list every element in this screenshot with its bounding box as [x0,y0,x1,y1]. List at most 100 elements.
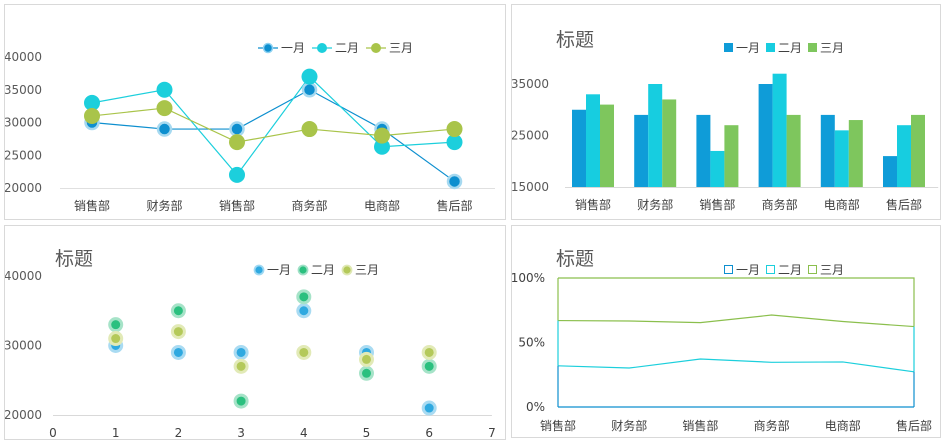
legend-label: 一月 [267,263,292,277]
y-tick-label: 40000 [5,269,42,283]
scatter-point [296,303,312,319]
bar [696,114,711,187]
x-tick-label: 销售部 [219,198,255,213]
legend-label: 二月 [778,41,803,55]
scatter-point [296,289,312,305]
bar [710,150,725,187]
x-tick-label: 财务部 [611,418,647,433]
legend-item-feb: 二月 [766,39,802,56]
legend-item-feb: 二月 [297,261,335,278]
bar [911,114,925,187]
bar [586,94,600,187]
legend-swatch-feb [766,264,776,274]
legend-swatch-feb [297,264,309,275]
data-point [229,134,245,151]
scatter-point [170,344,186,360]
legend-item-mar: 三月 [341,261,379,278]
legend-item-jan: 一月 [724,261,760,278]
legend-label: 一月 [736,41,761,55]
scatter-point [233,393,249,409]
scatter-point [359,351,374,367]
legend-item-mar: 三月 [808,39,844,56]
legend-label: 一月 [736,263,761,277]
percent-area-chart-title: 标题 [556,248,595,270]
y-tick-label: 40000 [5,50,42,64]
data-point [229,121,245,137]
x-tick-label: 销售部 [575,197,611,212]
legend-swatch-mar [808,264,818,274]
y-tick-label: 35000 [512,77,549,91]
legend-item-feb: 二月 [311,39,359,56]
data-point [84,94,100,111]
bar [897,125,911,187]
scatter-point [108,317,124,333]
legend-item-feb: 二月 [766,261,802,278]
area-boundary-jan-feb [557,358,915,373]
scatter-point [296,344,312,360]
bar [758,84,773,187]
scatter-point [233,344,249,360]
data-point [156,81,173,98]
x-tick-label: 售后部 [896,418,932,433]
x-tick-label: 6 [425,426,433,440]
bar [786,114,801,187]
y-tick-label: 20000 [5,408,42,422]
bar-chart-panel: 15000 25000 35000 销售部 财务部 销售部 商务部 电商部 售后部 标题 一月 … [511,4,941,220]
x-tick-label: 3 [237,426,245,440]
bar [848,120,863,187]
data-point [301,121,318,138]
percent-area-chart-legend: 一月 二月 三月 [724,261,850,278]
bar-chart-legend: 一月 二月 三月 [724,39,850,56]
y-tick-label: 15000 [512,180,549,194]
bar-chart-title: 标题 [556,29,595,51]
scatter-chart: 20000 30000 40000 0 1 2 3 4 5 6 7 [5,269,496,440]
y-tick-label: 25000 [5,148,42,162]
line-chart-panel: 20000 25000 30000 35000 40000 销售部 财务部 销售部 商务部 电商部… [4,4,506,220]
data-point [446,173,463,190]
line-chart: 20000 25000 30000 35000 40000 销售部 财务部 销售部 商务部 电商部… [5,50,495,213]
scatter-point [170,303,186,319]
line-chart-legend: 一月 二月 三月 [257,39,419,56]
data-point [301,68,318,85]
legend-swatch-jan [724,264,733,274]
scatter-point [233,358,249,374]
data-point [374,127,390,144]
legend-label: 三月 [355,263,380,277]
legend-swatch-feb [766,42,776,52]
legend-label: 一月 [281,41,306,55]
percent-area-chart-panel: 0% 50% 100% 销售部 财务部 销售部 商务部 电商部 售后部 标题 一月 二月 三月 [511,225,941,438]
x-tick-label: 财务部 [146,198,182,213]
x-tick-label: 销售部 [540,418,576,433]
scatter-chart-title: 标题 [55,248,94,270]
data-point [156,121,173,137]
bar [600,104,614,187]
legend-item-jan: 一月 [724,39,760,56]
x-tick-label: 5 [363,426,371,440]
percent-area-chart: 0% 50% 100% 销售部 财务部 销售部 商务部 电商部 售后部 [512,271,932,433]
legend-swatch-jan [724,42,733,52]
scatter-point [421,358,437,374]
bar [634,114,649,187]
legend-swatch-mar [808,42,818,52]
y-tick-label: 30000 [5,116,42,130]
legend-item-jan: 一月 [253,261,291,278]
x-tick-label: 财务部 [637,197,673,212]
data-point [446,121,463,138]
y-tick-label: 30000 [5,339,42,353]
scatter-point [359,365,374,381]
data-point [156,100,173,117]
bar [572,109,586,187]
x-tick-label: 电商部 [824,197,860,212]
x-tick-label: 电商部 [825,418,861,433]
legend-swatch-jan [258,42,278,53]
y-tick-label: 100% [512,271,545,285]
legend-label: 三月 [820,41,845,55]
data-point [446,134,463,151]
legend-swatch-mar [366,42,387,53]
data-point [374,138,390,155]
data-point [84,107,100,124]
data-point [301,82,318,98]
y-tick-label: 35000 [5,83,42,97]
bar [772,73,787,187]
scatter-chart-legend: 一月 二月 三月 [253,261,385,278]
